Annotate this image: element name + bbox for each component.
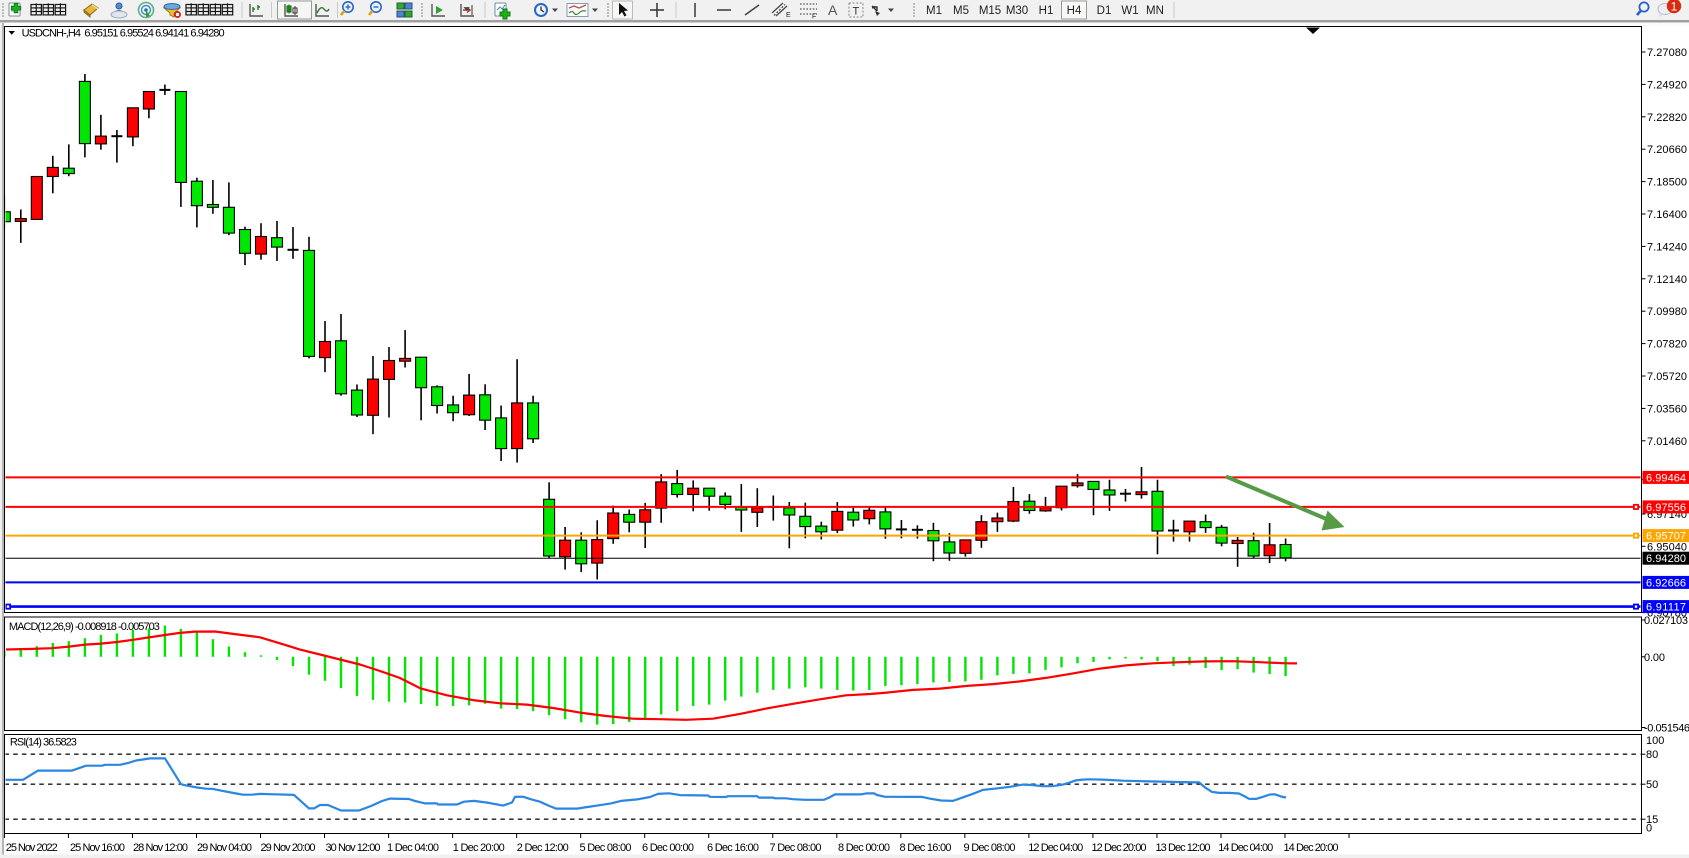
svg-text:9 Dec 08:00: 9 Dec 08:00 [964, 842, 1016, 854]
svg-text:28 Nov 12:00: 28 Nov 12:00 [133, 842, 188, 854]
svg-text:E: E [786, 12, 791, 19]
svg-text:7.20660: 7.20660 [1647, 144, 1687, 156]
svg-text:25 Nov 2022: 25 Nov 2022 [6, 842, 58, 854]
svg-text:8 Dec 16:00: 8 Dec 16:00 [900, 842, 952, 854]
svg-text:80: 80 [1646, 749, 1658, 761]
svg-text:7 Dec 08:00: 7 Dec 08:00 [770, 842, 822, 854]
svg-text:7.03560: 7.03560 [1647, 403, 1687, 415]
svg-text:13 Dec 12:00: 13 Dec 12:00 [1156, 842, 1211, 854]
svg-text:H1: H1 [1039, 5, 1054, 17]
svg-text:7.09980: 7.09980 [1647, 306, 1687, 318]
svg-text:7.16400: 7.16400 [1647, 209, 1687, 221]
svg-text:M1: M1 [926, 5, 942, 17]
svg-text:7.27080: 7.27080 [1647, 47, 1687, 59]
svg-text:25 Nov 16:00: 25 Nov 16:00 [70, 842, 125, 854]
svg-text:M15: M15 [979, 5, 1001, 17]
svg-text:7.24920: 7.24920 [1647, 79, 1687, 91]
svg-text:5 Dec 08:00: 5 Dec 08:00 [580, 842, 632, 854]
svg-text:0.027103: 0.027103 [1644, 615, 1688, 627]
svg-text:0.00: 0.00 [1644, 652, 1665, 664]
svg-text:USDCNH-,H4 6.95151 6.95524 6.: USDCNH-,H4 6.95151 6.95524 6.94141 6.942… [22, 28, 225, 40]
svg-text:6.91117: 6.91117 [1646, 602, 1686, 614]
svg-text:T: T [853, 6, 860, 18]
svg-text:0: 0 [1646, 823, 1652, 835]
svg-text:6.94280: 6.94280 [1646, 553, 1686, 565]
svg-text:6 Dec 00:00: 6 Dec 00:00 [642, 842, 694, 854]
svg-text:12 Dec 20:00: 12 Dec 20:00 [1092, 842, 1147, 854]
svg-text:6.97556: 6.97556 [1646, 502, 1686, 514]
svg-text:30 Nov 12:00: 30 Nov 12:00 [326, 842, 381, 854]
svg-text:-0.051546: -0.051546 [1644, 723, 1689, 735]
svg-text:F: F [812, 14, 816, 21]
svg-text:7.07820: 7.07820 [1647, 339, 1687, 351]
svg-text:D1: D1 [1097, 5, 1112, 17]
svg-text:H4: H4 [1067, 5, 1082, 17]
svg-text:M5: M5 [953, 5, 969, 17]
svg-text:100: 100 [1646, 735, 1664, 747]
svg-text:50: 50 [1646, 779, 1658, 791]
svg-text:6.95040: 6.95040 [1647, 541, 1687, 553]
svg-text:29 Nov 20:00: 29 Nov 20:00 [261, 842, 316, 854]
svg-text:7.14240: 7.14240 [1647, 241, 1687, 253]
svg-text:29 Nov 04:00: 29 Nov 04:00 [197, 842, 252, 854]
svg-text:7.18500: 7.18500 [1647, 177, 1687, 189]
svg-text:7.12140: 7.12140 [1647, 274, 1687, 286]
svg-text:1 Dec 20:00: 1 Dec 20:00 [453, 842, 505, 854]
svg-text:1 Dec 04:00: 1 Dec 04:00 [387, 842, 439, 854]
svg-text:14 Dec 04:00: 14 Dec 04:00 [1218, 842, 1273, 854]
svg-text:15: 15 [1646, 814, 1658, 826]
svg-text:6 Dec 16:00: 6 Dec 16:00 [707, 842, 759, 854]
svg-text:RSI(14) 36.5823: RSI(14) 36.5823 [10, 737, 77, 749]
svg-text:7.22820: 7.22820 [1647, 112, 1687, 124]
svg-text:MN: MN [1146, 5, 1164, 17]
svg-text:12 Dec 04:00: 12 Dec 04:00 [1028, 842, 1083, 854]
svg-text:M30: M30 [1006, 5, 1028, 17]
svg-text:1: 1 [1671, 0, 1678, 14]
svg-text:2 Dec 12:00: 2 Dec 12:00 [517, 842, 569, 854]
svg-text:W1: W1 [1121, 5, 1138, 17]
svg-text:7.05720: 7.05720 [1647, 371, 1687, 383]
svg-text:6.99464: 6.99464 [1646, 472, 1686, 484]
svg-text:A: A [828, 2, 838, 18]
svg-text:14 Dec 20:00: 14 Dec 20:00 [1284, 842, 1339, 854]
svg-text:8 Dec 00:00: 8 Dec 00:00 [838, 842, 890, 854]
svg-text:MACD(12,26,9) -0.008918 -0.005: MACD(12,26,9) -0.008918 -0.005703 [9, 621, 160, 633]
svg-text:6.92666: 6.92666 [1646, 577, 1686, 589]
svg-text:6.95707: 6.95707 [1646, 531, 1686, 543]
svg-text:7.01460: 7.01460 [1647, 436, 1687, 448]
